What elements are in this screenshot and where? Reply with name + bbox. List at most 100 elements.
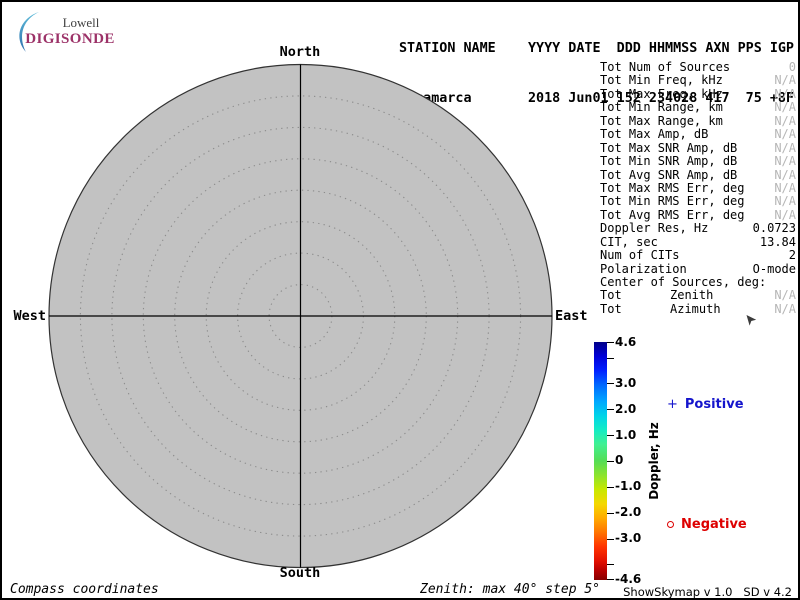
stat-value: N/A xyxy=(774,140,796,155)
compass-label-east: East xyxy=(555,308,588,324)
colorbar-tick xyxy=(607,579,614,581)
negative-legend-label: Negative xyxy=(681,517,747,532)
stat-sublabel: Zenith xyxy=(670,288,714,303)
colorbar-tick-label: -1.0 xyxy=(615,479,642,493)
stat-row-avg-rms: Tot Avg RMS Err, deg N/A xyxy=(600,207,796,222)
colorbar-axis-title: Doppler, Hz xyxy=(647,422,661,500)
stat-label: Tot Max SNR Amp, dB xyxy=(600,140,738,155)
positive-legend-label: Positive xyxy=(684,397,744,412)
circle-marker-icon xyxy=(667,521,674,528)
stat-label: Tot Min Range, km xyxy=(600,100,723,115)
stat-sublabel: Azimuth xyxy=(670,301,721,316)
colorbar-tick xyxy=(607,409,614,411)
stat-value: N/A xyxy=(774,288,796,303)
stat-label: Tot Min SNR Amp, dB xyxy=(600,154,738,169)
stat-row-min-freq: Tot Min Freq, kHz N/A xyxy=(600,73,796,88)
stat-value: N/A xyxy=(774,86,796,101)
colorbar-tick xyxy=(607,513,614,515)
colorbar-tick-label: 2.0 xyxy=(615,402,637,416)
positive-doppler-legend: + Positive xyxy=(667,397,744,412)
stat-row-center-of-sources: Center of Sources, deg: xyxy=(600,275,796,289)
stat-label: Tot xyxy=(600,288,622,303)
lowell-digisonde-logo: Lowell DIGISONDE xyxy=(12,10,122,54)
stat-value: N/A xyxy=(774,73,796,88)
stat-row-max-amp: Tot Max Amp, dB N/A xyxy=(600,127,796,142)
stat-label: Num of CITs xyxy=(600,248,680,263)
station-header-values: Jicamarca 2018 Jun01 152 234028 417 75 +… xyxy=(398,90,794,106)
stat-value: N/A xyxy=(774,100,796,115)
colorbar-tick-label: -2.0 xyxy=(615,505,642,519)
stat-value: 13.84 xyxy=(759,234,796,249)
stat-label: Doppler Res, Hz xyxy=(600,221,709,236)
compass-label-west: West xyxy=(13,308,46,324)
stat-value: N/A xyxy=(774,301,796,316)
stat-label: Tot Min Freq, kHz xyxy=(600,73,723,88)
mouse-cursor-icon xyxy=(746,315,757,326)
stat-label: Center of Sources, deg: xyxy=(600,275,767,289)
stat-label: Tot Max Range, km xyxy=(600,113,723,128)
stat-value: 0.0723 xyxy=(752,221,796,236)
stat-value: N/A xyxy=(774,154,796,169)
stat-label: CIT, sec xyxy=(600,234,658,249)
stat-label: Tot Max RMS Err, deg xyxy=(600,180,745,195)
stat-value: N/A xyxy=(774,113,796,128)
stat-label: Tot Num of Sources xyxy=(600,60,731,74)
stat-label: Tot Max Amp, dB xyxy=(600,127,709,142)
negative-doppler-legend: Negative xyxy=(667,517,747,532)
coordinate-system-label: Compass coordinates xyxy=(10,582,159,597)
stat-label: Tot Min RMS Err, deg xyxy=(600,194,745,209)
stat-row-min-range: Tot Min Range, km N/A xyxy=(600,100,796,115)
colorbar-tick xyxy=(607,564,614,566)
skymap-plot xyxy=(48,63,553,569)
stat-label: Tot Avg SNR Amp, dB xyxy=(600,167,738,182)
version-label: ShowSkymap v 1.0 SD v 4.2 xyxy=(623,585,792,599)
stat-value: 2 xyxy=(788,248,796,263)
station-header-columns: STATION NAME YYYY DATE DDD HHMMSS AXN PP… xyxy=(398,41,794,56)
stat-value: N/A xyxy=(774,180,796,195)
stat-row-polarization: Polarization O-mode xyxy=(600,261,796,276)
stat-row-avg-snr: Tot Avg SNR Amp, dB N/A xyxy=(600,167,796,182)
colorbar-tick xyxy=(607,383,614,385)
logo-text-lowell: Lowell xyxy=(62,15,100,30)
colorbar-tick-label: 1.0 xyxy=(615,428,637,442)
stat-row-num-sources: Tot Num of Sources 0 xyxy=(600,60,796,74)
stat-label: Tot Max Freq, kHz xyxy=(600,86,723,101)
stat-row-doppler-res: Doppler Res, Hz 0.0723 xyxy=(600,221,796,236)
stat-row-max-snr: Tot Max SNR Amp, dB N/A xyxy=(600,140,796,155)
stat-label: Polarization xyxy=(600,261,687,276)
colorbar-tick xyxy=(607,435,614,437)
stat-row-azimuth: Tot Azimuth N/A xyxy=(600,301,796,316)
colorbar-tick-label: 0 xyxy=(615,453,624,467)
stat-value: N/A xyxy=(774,167,796,182)
colorbar-tick-label: -4.6 xyxy=(615,572,642,586)
colorbar-tick xyxy=(607,487,614,489)
measurement-stats-table: Tot Num of Sources 0 Tot Min Freq, kHz N… xyxy=(600,60,796,316)
stat-value: N/A xyxy=(774,194,796,209)
stat-label: Tot xyxy=(600,301,622,316)
stat-label: Tot Avg RMS Err, deg xyxy=(600,207,745,222)
colorbar-tick xyxy=(607,461,614,463)
stat-row-zenith: Tot Zenith N/A xyxy=(600,288,796,303)
zenith-scale-label: Zenith: max 40° step 5° xyxy=(420,582,601,597)
compass-label-south: South xyxy=(279,565,321,581)
colorbar-tick xyxy=(607,539,614,541)
colorbar-tick-label: -3.0 xyxy=(615,531,642,545)
stat-row-min-rms: Tot Min RMS Err, deg N/A xyxy=(600,194,796,209)
stat-value: N/A xyxy=(774,207,796,222)
stat-row-max-rms: Tot Max RMS Err, deg N/A xyxy=(600,180,796,195)
stat-value: N/A xyxy=(774,127,796,142)
stat-row-cit: CIT, sec 13.84 xyxy=(600,234,796,249)
colorbar-tick-label: 3.0 xyxy=(615,376,637,390)
stat-value: 0 xyxy=(788,60,796,74)
compass-label-north: North xyxy=(279,44,321,60)
plus-marker-icon: + xyxy=(667,397,678,412)
stat-row-max-freq: Tot Max Freq, kHz N/A xyxy=(600,86,796,101)
colorbar-tick-label: 4.6 xyxy=(615,335,637,349)
stat-row-num-cits: Num of CITs 2 xyxy=(600,248,796,263)
stat-value: O-mode xyxy=(752,261,796,276)
logo-text-digisonde: DIGISONDE xyxy=(25,31,115,47)
colorbar-tick xyxy=(607,358,614,360)
stat-row-max-range: Tot Max Range, km N/A xyxy=(600,113,796,128)
crescent-logo-icon xyxy=(19,12,39,52)
